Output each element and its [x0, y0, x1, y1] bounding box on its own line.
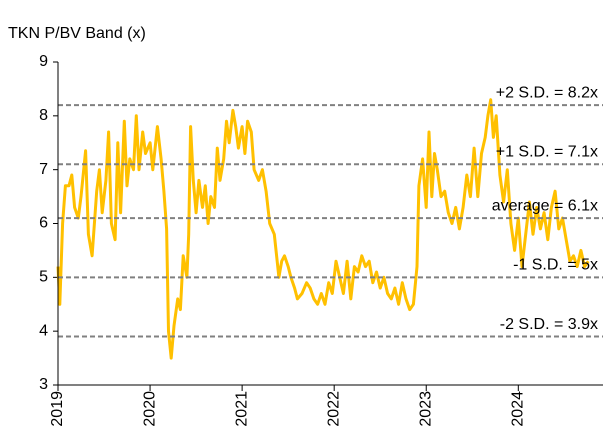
y-tick-label: 5	[39, 269, 48, 286]
y-tick-label: 8	[39, 107, 48, 124]
reference-label: average = 6.1x	[492, 197, 598, 214]
x-tick-label: 2020	[141, 391, 158, 427]
y-tick-label: 9	[39, 53, 48, 70]
x-tick-label: 2024	[510, 391, 527, 427]
x-tick-label: 2023	[417, 391, 434, 427]
y-tick-label: 7	[39, 161, 48, 178]
y-tick-label: 3	[39, 376, 48, 393]
x-tick-label: 2021	[233, 391, 250, 427]
y-tick-label: 4	[39, 322, 48, 339]
x-tick-label: 2019	[49, 391, 66, 427]
reference-label: +2 S.D. = 8.2x	[496, 84, 598, 101]
reference-label: -2 S.D. = 3.9x	[500, 316, 598, 333]
reference-label: -1 S.D. = 5x	[513, 257, 598, 274]
x-tick-label: 2022	[325, 391, 342, 427]
chart-title: TKN P/BV Band (x)	[8, 25, 146, 42]
y-tick-label: 6	[39, 215, 48, 232]
reference-label: +1 S.D. = 7.1x	[496, 144, 598, 161]
